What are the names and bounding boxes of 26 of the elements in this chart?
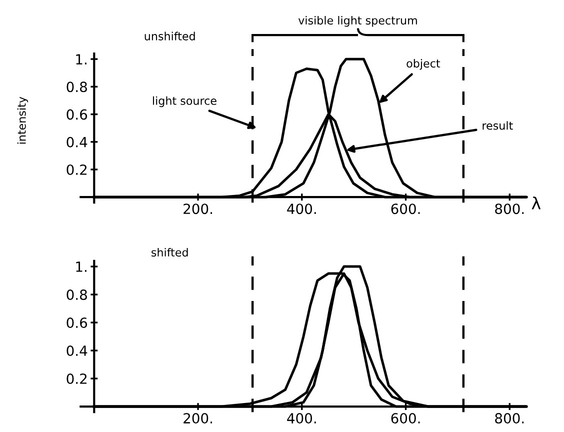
- chart-title: shifted: [152, 248, 188, 257]
- y-tick-label: 0.4: [66, 345, 88, 356]
- x-tick-label: 800.: [495, 204, 524, 214]
- y-tick-label: 0.4: [66, 136, 88, 148]
- y-tick-label: 0.2: [66, 164, 87, 175]
- y-tick-label: 0.6: [66, 109, 88, 120]
- y-tick-label: 0.8: [66, 82, 87, 92]
- text: visible light spectrum: [298, 16, 417, 27]
- x-axis-title: λ: [532, 196, 541, 210]
- y-tick-label: 0.8: [66, 289, 87, 300]
- x-tick-label: 600.: [391, 204, 420, 214]
- chart-title: unshifted: [144, 32, 195, 40]
- annotation: object: [406, 58, 440, 70]
- x-tick-label: 600.: [391, 413, 420, 424]
- x-tick-label: 400.: [287, 413, 316, 424]
- x-tick-label: 800.: [495, 413, 524, 424]
- y-tick-label: 1.: [76, 262, 86, 272]
- y-tick-label: 0.2: [66, 373, 87, 384]
- y-tick-label: 0.6: [66, 317, 88, 328]
- x-tick-label: 200.: [184, 204, 212, 214]
- x-tick-label: 400.: [287, 204, 316, 214]
- annotation: light source: [153, 96, 216, 108]
- annotation: result: [482, 121, 513, 130]
- y-axis-title: intensity: [17, 96, 28, 144]
- x-tick-label: 200.: [184, 413, 212, 424]
- y-tick-label: 1.: [76, 54, 86, 64]
